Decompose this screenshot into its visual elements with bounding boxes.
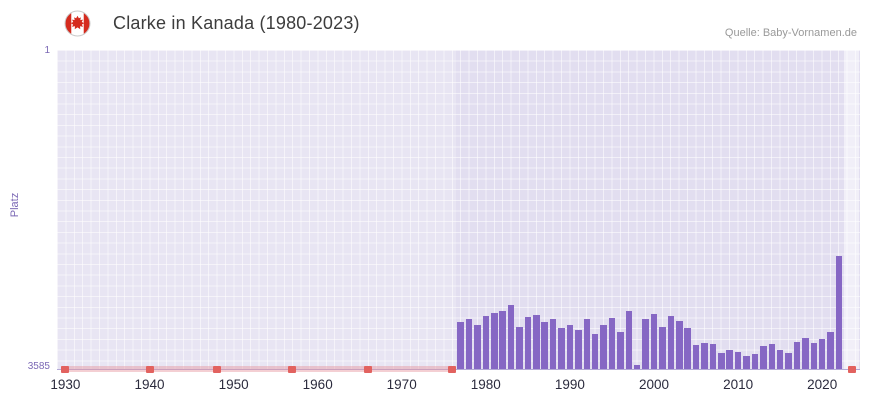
bar-2019[interactable] <box>810 342 817 369</box>
bar-2007[interactable] <box>709 344 717 369</box>
bar-2002[interactable] <box>667 315 675 369</box>
x-tick-1940: 1940 <box>134 377 165 392</box>
bar-2020[interactable] <box>818 339 826 369</box>
bar-1983[interactable] <box>507 305 515 369</box>
x-tick-1950: 1950 <box>218 377 249 392</box>
bar-2005[interactable] <box>692 345 700 369</box>
bar-1991[interactable] <box>575 330 582 369</box>
bar-1980[interactable] <box>482 315 490 369</box>
bar-1978[interactable] <box>465 318 473 369</box>
bar-2016[interactable] <box>785 353 792 369</box>
unranked-marker-2024 <box>848 366 857 373</box>
bar-2008[interactable] <box>718 353 725 369</box>
bar-1981[interactable] <box>491 313 498 369</box>
unranked-marker-1948 <box>212 366 221 373</box>
x-axis-ticks: 1930 1940 1950 1960 1970 1980 1990 2000 2010 2020 <box>0 377 873 395</box>
bar-2013[interactable] <box>760 346 767 369</box>
bar-2006[interactable] <box>701 342 708 369</box>
current-year-highlight <box>844 50 860 369</box>
chart-title: Clarke in Kanada (1980-2023) <box>113 13 360 33</box>
bar-1994[interactable] <box>600 324 607 369</box>
bar-1979[interactable] <box>474 324 481 369</box>
bar-1990[interactable] <box>566 324 574 369</box>
x-tick-1980: 1980 <box>470 377 501 392</box>
x-tick-1990: 1990 <box>554 377 585 392</box>
bar-2017[interactable] <box>793 341 801 369</box>
bar-1982[interactable] <box>499 310 506 369</box>
plot-area[interactable] <box>57 50 860 373</box>
unranked-marker-1940 <box>145 366 154 373</box>
bar-1999[interactable] <box>642 318 649 369</box>
y-axis-title: Platz <box>9 192 21 218</box>
bar-2015[interactable] <box>776 349 784 369</box>
y-tick-max: 1 <box>44 45 50 56</box>
x-tick-2020: 2020 <box>807 377 838 392</box>
bar-1977[interactable] <box>457 322 464 369</box>
bar-2009[interactable] <box>726 349 733 369</box>
x-tick-1960: 1960 <box>302 377 333 392</box>
bar-1986[interactable] <box>533 315 540 369</box>
bar-2000[interactable] <box>650 314 658 369</box>
canada-flag-icon <box>64 10 91 37</box>
bar-1984[interactable] <box>516 326 523 369</box>
bar-1995[interactable] <box>608 317 616 369</box>
bar-1985[interactable] <box>524 316 532 369</box>
x-tick-2000: 2000 <box>638 377 670 392</box>
bar-1992[interactable] <box>583 318 590 369</box>
bar-1988[interactable] <box>549 319 557 369</box>
no-data-region <box>57 50 457 369</box>
bar-2001[interactable] <box>659 326 666 369</box>
bar-2018[interactable] <box>802 338 809 369</box>
bar-1998[interactable] <box>633 365 641 369</box>
bar-2010[interactable] <box>734 351 742 369</box>
unranked-marker-1930 <box>61 366 70 373</box>
bar-2011[interactable] <box>743 356 750 369</box>
unranked-span <box>61 366 457 372</box>
bar-1993[interactable] <box>591 333 599 369</box>
bar-2021[interactable] <box>827 331 834 369</box>
bar-1989[interactable] <box>558 328 565 369</box>
bar-2012[interactable] <box>751 354 759 369</box>
x-tick-1970: 1970 <box>386 377 417 392</box>
y-tick-min: 3585 <box>27 361 50 372</box>
unranked-marker-1976 <box>448 366 457 373</box>
bar-2003[interactable] <box>676 321 683 369</box>
source-credit: Quelle: Baby-Vornamen.de <box>724 27 857 39</box>
chart-header: Clarke in Kanada (1980-2023) <box>64 10 360 37</box>
x-tick-1930: 1930 <box>50 377 81 392</box>
x-tick-2010: 2010 <box>723 377 754 392</box>
unranked-marker-1966 <box>364 366 373 373</box>
bar-1987[interactable] <box>541 322 548 369</box>
bar-2022[interactable] <box>835 256 843 369</box>
bar-2004[interactable] <box>684 327 691 369</box>
bar-1996[interactable] <box>617 331 624 369</box>
bar-2014[interactable] <box>768 343 775 369</box>
bar-1997[interactable] <box>625 311 632 369</box>
unranked-marker-1957 <box>288 366 297 373</box>
